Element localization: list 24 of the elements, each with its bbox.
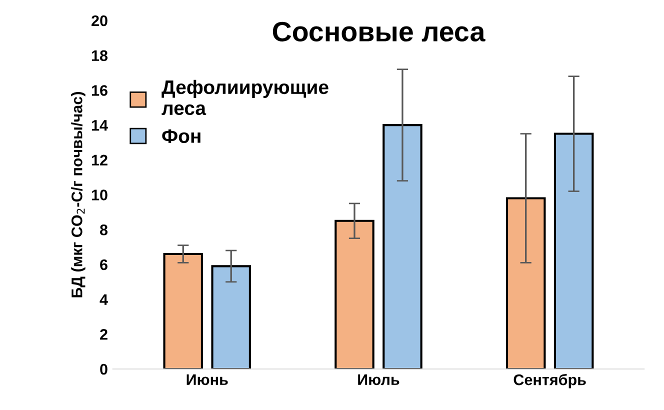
y-tick-label: 12 [92, 154, 108, 166]
bar [382, 124, 422, 369]
legend-label: Фон [162, 129, 200, 143]
y-tick-label: 16 [92, 85, 108, 96]
y-tick-label: 2 [100, 329, 108, 340]
y-tick-label: 20 [92, 15, 108, 26]
y-tick-label: 6 [100, 259, 108, 270]
y-tick-label: 14 [92, 120, 108, 131]
x-tick-label: Июль [358, 374, 400, 386]
x-tick-label: Июнь [186, 374, 228, 386]
y-tick-label: 18 [92, 50, 108, 62]
chart-title: Сосновые леса [272, 22, 486, 42]
y-tick-label: 10 [92, 190, 108, 200]
bar [334, 220, 374, 369]
legend-label: Дефолиирующие леса [162, 80, 328, 116]
y-tick-label: 8 [100, 224, 108, 236]
y-tick-label: 0 [100, 364, 108, 375]
x-tick-label: Сентябрь [514, 374, 586, 388]
y-tick-label: 4 [100, 294, 108, 305]
y-axis-title: БД (мкг CO$_{2}$-C/г почвы/час) [71, 92, 86, 298]
bar [506, 197, 546, 369]
bar [163, 252, 204, 369]
bar [211, 265, 252, 369]
bar [554, 132, 594, 369]
